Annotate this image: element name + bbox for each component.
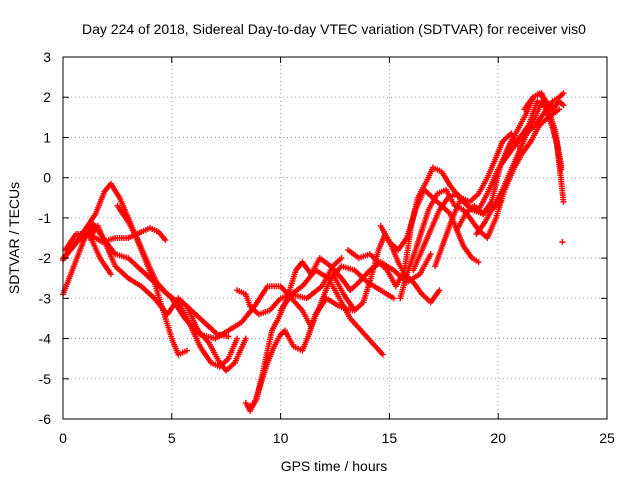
data-point bbox=[560, 90, 567, 97]
data-point bbox=[390, 295, 397, 302]
y-tick-label: -1 bbox=[39, 210, 52, 226]
data-point bbox=[338, 255, 345, 262]
y-tick-label: 1 bbox=[43, 129, 51, 145]
data-marks bbox=[60, 90, 567, 414]
axis-ticks: 0 5 10 15 20 25 -6 -5 -4 -3 -2 -1 0 1 2 3 bbox=[39, 49, 615, 446]
data-point bbox=[560, 198, 567, 205]
data-point bbox=[560, 102, 567, 109]
y-axis-label: SDTVAR / TECUs bbox=[6, 182, 22, 294]
data-series bbox=[521, 90, 567, 113]
data-point bbox=[559, 239, 566, 245]
y-tick-label: -6 bbox=[39, 411, 52, 427]
plot-frame bbox=[62, 56, 608, 420]
x-tick-label: 10 bbox=[273, 430, 289, 446]
x-tick-label: 5 bbox=[168, 430, 176, 446]
y-tick-label: -4 bbox=[39, 331, 52, 347]
x-tick-label: 15 bbox=[382, 430, 398, 446]
data-series bbox=[473, 98, 567, 237]
data-point bbox=[475, 259, 482, 266]
data-point bbox=[225, 333, 232, 340]
x-tick-label: 20 bbox=[490, 430, 506, 446]
y-tick-label: 0 bbox=[43, 170, 51, 186]
x-axis-label: GPS time / hours bbox=[281, 458, 388, 474]
data-series bbox=[60, 180, 190, 358]
data-point bbox=[556, 106, 563, 113]
data-series bbox=[184, 303, 249, 374]
data-point bbox=[427, 251, 434, 258]
y-tick-label: -3 bbox=[39, 290, 52, 306]
data-point bbox=[234, 335, 241, 342]
data-point bbox=[107, 271, 114, 278]
data-point bbox=[242, 335, 249, 342]
x-tick-label: 0 bbox=[59, 430, 67, 446]
y-tick-label: 3 bbox=[43, 49, 51, 65]
data-series bbox=[114, 202, 241, 370]
data-series bbox=[559, 239, 566, 245]
y-tick-label: -2 bbox=[39, 250, 52, 266]
data-point bbox=[162, 237, 169, 243]
chart-title: Day 224 of 2018, Sidereal Day-to-day VTE… bbox=[82, 21, 586, 37]
data-series bbox=[377, 186, 482, 266]
data-series bbox=[277, 267, 386, 358]
y-tick-label: -5 bbox=[39, 371, 52, 387]
data-point bbox=[379, 351, 386, 358]
data-series bbox=[432, 130, 521, 270]
data-point bbox=[184, 347, 190, 354]
data-point bbox=[436, 287, 443, 294]
y-tick-label: 2 bbox=[43, 89, 51, 105]
grid-lines bbox=[63, 57, 607, 419]
x-tick-label: 25 bbox=[599, 430, 615, 446]
